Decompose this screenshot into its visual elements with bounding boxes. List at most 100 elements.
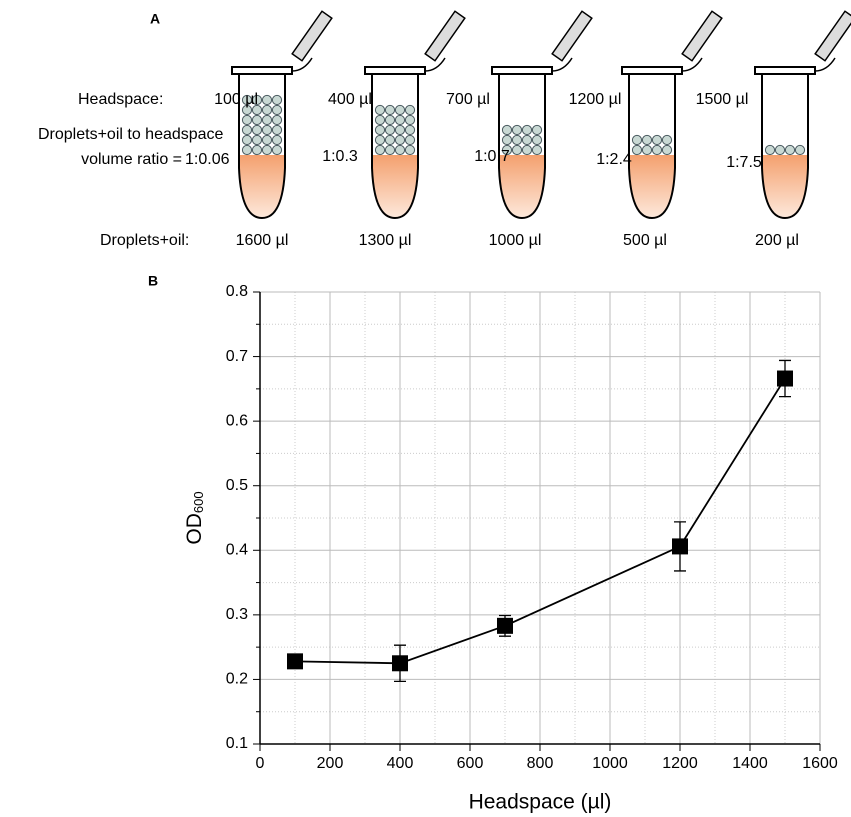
tube-cap — [754, 66, 816, 75]
droplet — [261, 114, 273, 126]
droplet — [241, 94, 253, 106]
droplet — [631, 134, 643, 146]
droplet — [271, 144, 283, 156]
droplet — [501, 134, 513, 146]
x-tick-label: 1200 — [662, 755, 698, 772]
volume-ratio: 1:2.4 — [596, 151, 632, 168]
headspace-volume: 700 µl — [446, 91, 490, 108]
volume-ratio: 1:0.7 — [474, 148, 510, 165]
tube — [761, 75, 809, 220]
droplet — [501, 124, 513, 136]
y-tick-label: 0.7 — [226, 348, 248, 365]
droplet — [374, 114, 386, 126]
droplet — [271, 114, 283, 126]
droplet — [384, 104, 396, 116]
panel-label: A — [150, 11, 160, 27]
droplet — [251, 104, 263, 116]
tube-hinge — [551, 57, 573, 72]
droplet — [374, 104, 386, 116]
droplet — [261, 104, 273, 116]
tube — [498, 75, 546, 220]
droplets-volume: 1300 µl — [359, 232, 412, 249]
droplet — [404, 144, 416, 156]
droplet — [271, 94, 283, 106]
droplet — [521, 134, 533, 146]
droplets-volume: 500 µl — [623, 232, 667, 249]
droplet — [241, 124, 253, 136]
droplet — [631, 144, 643, 156]
tube — [371, 75, 419, 220]
ratio-label: Droplets+oil to headspace — [38, 126, 224, 143]
y-tick-label: 0.2 — [226, 671, 248, 688]
droplet — [394, 114, 406, 126]
droplet — [511, 124, 523, 136]
y-tick-label: 0.8 — [226, 283, 248, 300]
marker — [287, 653, 303, 670]
droplet — [774, 144, 786, 156]
volume-ratio: 1:0.3 — [322, 148, 358, 165]
y-axis-label-main: OD — [183, 513, 206, 545]
tube-hinge — [681, 57, 703, 72]
ratio-label: volume ratio = — [81, 151, 182, 168]
droplet — [394, 124, 406, 136]
droplet — [794, 144, 806, 156]
y-axis-label-sub: 600 — [191, 491, 206, 513]
droplet — [271, 124, 283, 136]
droplet — [241, 104, 253, 116]
y-tick-label: 0.5 — [226, 477, 248, 494]
droplet — [531, 134, 543, 146]
tube-cap — [621, 66, 683, 75]
droplet — [661, 144, 673, 156]
headspace-volume: 1200 µl — [569, 91, 622, 108]
tube-liquid — [372, 155, 418, 218]
marker — [777, 370, 793, 387]
x-tick-label: 1400 — [732, 755, 768, 772]
droplet — [261, 144, 273, 156]
tube-cap — [364, 66, 426, 75]
volume-ratio: 1:0.06 — [185, 151, 230, 168]
droplets-label: Droplets+oil: — [100, 232, 189, 249]
droplet — [261, 124, 273, 136]
droplet — [374, 134, 386, 146]
headspace-volume: 100 µl — [214, 91, 258, 108]
panel-label: B — [148, 273, 158, 289]
droplet — [271, 104, 283, 116]
droplet — [521, 124, 533, 136]
tube — [238, 75, 286, 220]
x-axis-label: Headspace (µl) — [469, 791, 612, 814]
droplet — [404, 104, 416, 116]
droplet — [241, 114, 253, 126]
droplet — [251, 144, 263, 156]
tube-lid — [291, 10, 333, 62]
droplet — [384, 124, 396, 136]
droplet — [251, 114, 263, 126]
tube-lid — [551, 10, 593, 62]
tube-cap — [491, 66, 553, 75]
droplets-volume: 200 µl — [755, 232, 799, 249]
tube-lid — [424, 10, 466, 62]
droplet — [241, 144, 253, 156]
droplet — [394, 134, 406, 146]
tube-liquid — [239, 155, 285, 218]
tube-liquid — [629, 155, 675, 218]
headspace-volume: 400 µl — [328, 91, 372, 108]
droplet — [384, 114, 396, 126]
droplet — [651, 134, 663, 146]
x-tick-label: 400 — [387, 755, 414, 772]
droplet — [661, 134, 673, 146]
droplet — [271, 134, 283, 146]
droplet — [511, 134, 523, 146]
droplet — [394, 104, 406, 116]
y-tick-label: 0.6 — [226, 412, 248, 429]
x-tick-label: 0 — [256, 755, 265, 772]
tube-lid — [681, 10, 723, 62]
droplet — [261, 134, 273, 146]
droplet — [404, 134, 416, 146]
droplet — [404, 124, 416, 136]
y-axis-label: OD600 — [183, 491, 207, 544]
x-tick-label: 1000 — [592, 755, 628, 772]
y-tick-label: 0.3 — [226, 606, 248, 623]
marker — [497, 617, 513, 634]
volume-ratio: 1:7.5 — [726, 154, 762, 171]
